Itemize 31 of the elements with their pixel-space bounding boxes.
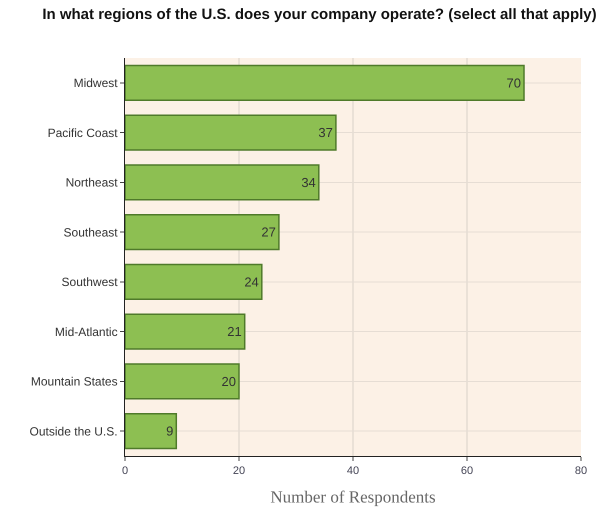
x-tick-label: 80 — [574, 465, 588, 478]
data-label: 21 — [227, 324, 242, 340]
data-label: 70 — [506, 75, 521, 90]
data-label: 24 — [244, 274, 259, 290]
data-label: 34 — [301, 174, 316, 190]
bar — [125, 264, 263, 300]
chart-title: In what regions of the U.S. does your company operate? (select all that apply) — [41, 6, 598, 23]
y-tick-label: Mid-Atlantic — [54, 324, 118, 339]
y-tick-label: Southwest — [62, 275, 118, 290]
x-tick-label: 60 — [460, 465, 474, 478]
bar — [125, 214, 280, 250]
data-label: 37 — [318, 125, 333, 140]
bar — [125, 114, 337, 151]
y-tick-label: Outside the U.S. — [30, 424, 118, 438]
y-tick-label: Northeast — [66, 176, 118, 190]
x-tick-label: 20 — [232, 465, 246, 478]
data-label: 9 — [166, 424, 174, 439]
y-tick-label: Southeast — [64, 225, 118, 240]
y-tick-label: Pacific Coast — [48, 126, 118, 140]
data-label: 20 — [222, 374, 236, 389]
y-tick-label: Midwest — [74, 76, 118, 90]
data-label: 27 — [261, 224, 276, 240]
x-tick-label: 40 — [346, 465, 360, 478]
x-tick-label: 0 — [122, 465, 128, 478]
bar — [125, 64, 525, 102]
x-axis-title: Number of Respondents — [270, 488, 436, 507]
bar — [125, 363, 240, 400]
bar — [125, 313, 246, 350]
bar — [125, 164, 320, 201]
y-tick-label: Mountain States — [30, 374, 118, 389]
bar — [125, 412, 178, 450]
